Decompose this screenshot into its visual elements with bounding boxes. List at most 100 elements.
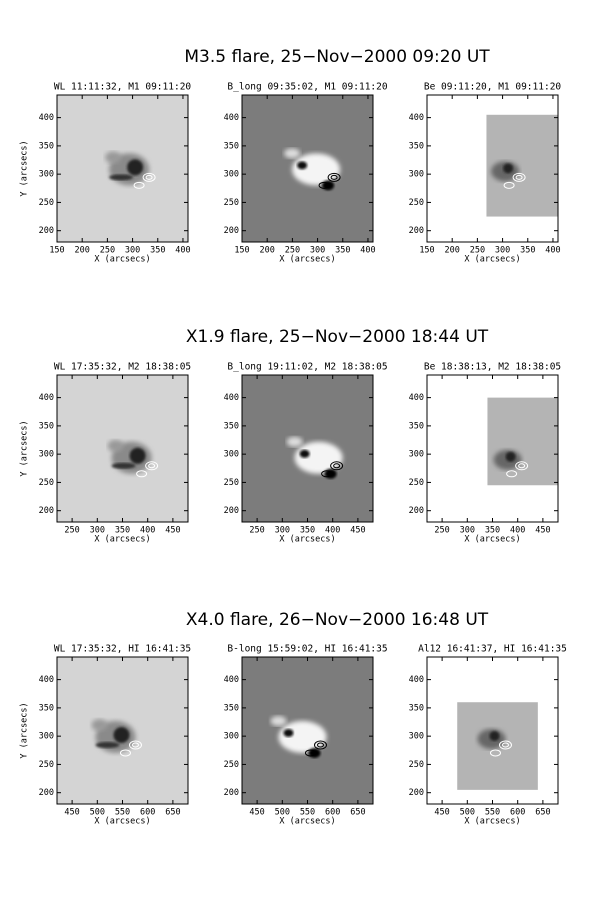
umbra xyxy=(111,462,136,469)
y-axis-label: Y (arcsecs) xyxy=(20,420,30,476)
contour xyxy=(145,174,153,180)
x-tick-label: 200 xyxy=(75,246,90,256)
y-tick-label: 400 xyxy=(224,113,239,123)
emission xyxy=(503,163,514,174)
x-tick-label: 400 xyxy=(545,246,560,256)
x-axis-label: X (arcsecs) xyxy=(279,535,335,545)
contour xyxy=(119,749,131,757)
contour xyxy=(330,461,344,471)
panel-title: B_long 09:35:02, M1 09:11:20 xyxy=(227,82,387,93)
x-axis-label: X (arcsecs) xyxy=(94,255,150,265)
contour xyxy=(142,172,156,182)
y-tick-label: 300 xyxy=(409,450,424,460)
contour xyxy=(133,181,145,189)
contour xyxy=(136,470,148,478)
y-tick-label: 250 xyxy=(409,198,424,208)
solar-image xyxy=(427,657,558,804)
x-tick-label: 250 xyxy=(285,246,300,256)
x-axis-label: X (arcsecs) xyxy=(94,817,150,827)
contour xyxy=(304,749,316,757)
solar-image xyxy=(242,657,373,804)
y-tick-label: 300 xyxy=(409,170,424,180)
x-tick-label: 400 xyxy=(510,526,525,536)
x-tick-label: 450 xyxy=(165,526,180,536)
solar-image xyxy=(427,95,558,242)
contour xyxy=(506,470,518,478)
x-tick-label: 500 xyxy=(460,808,475,818)
panel-title: WL 17:35:32, HI 16:41:35 xyxy=(54,644,191,655)
contour xyxy=(145,461,159,471)
solar-image xyxy=(242,95,373,242)
x-tick-label: 500 xyxy=(90,808,105,818)
x-tick-label: 200 xyxy=(260,246,275,256)
contour xyxy=(515,461,529,471)
y-tick-label: 200 xyxy=(409,788,424,798)
contour xyxy=(327,172,341,182)
y-tick-label: 350 xyxy=(39,141,54,151)
umbra xyxy=(129,447,146,464)
negative-field xyxy=(299,449,310,458)
x-tick-label: 450 xyxy=(434,808,449,818)
umbra xyxy=(95,741,120,748)
contour xyxy=(321,470,333,478)
negative-field xyxy=(322,180,335,191)
x-tick-label: 450 xyxy=(350,526,365,536)
y-tick-label: 350 xyxy=(224,141,239,151)
row-title: M3.5 flare, 25−Nov−2000 09:20 UT xyxy=(184,47,490,67)
x-tick-label: 450 xyxy=(535,526,550,536)
x-axis-label: X (arcsecs) xyxy=(464,817,520,827)
umbra xyxy=(113,726,130,743)
x-tick-label: 350 xyxy=(485,526,500,536)
x-tick-label: 650 xyxy=(535,808,550,818)
y-tick-label: 250 xyxy=(409,478,424,488)
x-tick-label: 150 xyxy=(419,246,434,256)
negative-field xyxy=(283,728,294,737)
y-tick-label: 300 xyxy=(39,732,54,742)
panel-title: Al12 16:41:37, HI 16:41:35 xyxy=(418,644,567,655)
y-tick-label: 250 xyxy=(224,478,239,488)
y-tick-label: 300 xyxy=(39,170,54,180)
panel-title: WL 17:35:32, M2 18:38:05 xyxy=(54,362,191,373)
x-tick-label: 250 xyxy=(64,526,79,536)
x-tick-label: 200 xyxy=(445,246,460,256)
y-axis-label: Y (arcsecs) xyxy=(20,702,30,758)
contour xyxy=(515,174,523,180)
x-tick-label: 350 xyxy=(300,526,315,536)
emission xyxy=(489,730,500,741)
y-tick-label: 400 xyxy=(39,113,54,123)
contour xyxy=(131,742,139,748)
x-axis-label: X (arcsecs) xyxy=(279,817,335,827)
positive-field xyxy=(284,148,301,159)
x-tick-label: 150 xyxy=(234,246,249,256)
plot-frame xyxy=(241,94,374,243)
contour xyxy=(330,174,338,180)
x-tick-label: 300 xyxy=(275,526,290,536)
x-tick-label: 400 xyxy=(140,526,155,536)
x-tick-label: 400 xyxy=(360,246,375,256)
contour xyxy=(128,740,142,750)
x-tick-label: 300 xyxy=(310,246,325,256)
x-axis-label: X (arcsecs) xyxy=(279,255,335,265)
contour xyxy=(333,463,341,469)
x-tick-label: 350 xyxy=(335,246,350,256)
positive-field xyxy=(270,715,287,726)
solar-image xyxy=(57,95,188,242)
penumbra xyxy=(91,718,108,731)
plot-frame xyxy=(56,94,189,243)
y-tick-label: 350 xyxy=(224,421,239,431)
solar-image xyxy=(57,657,188,804)
contour xyxy=(512,172,526,182)
y-tick-label: 350 xyxy=(224,703,239,713)
y-tick-label: 250 xyxy=(39,198,54,208)
x-tick-label: 300 xyxy=(125,246,140,256)
x-tick-label: 450 xyxy=(249,808,264,818)
emission xyxy=(505,451,516,462)
plot-frame xyxy=(426,94,559,243)
umbra xyxy=(127,159,144,176)
positive-field xyxy=(294,441,343,474)
x-tick-label: 500 xyxy=(275,808,290,818)
contour xyxy=(503,181,515,189)
y-tick-label: 200 xyxy=(224,226,239,236)
x-tick-label: 550 xyxy=(485,808,500,818)
